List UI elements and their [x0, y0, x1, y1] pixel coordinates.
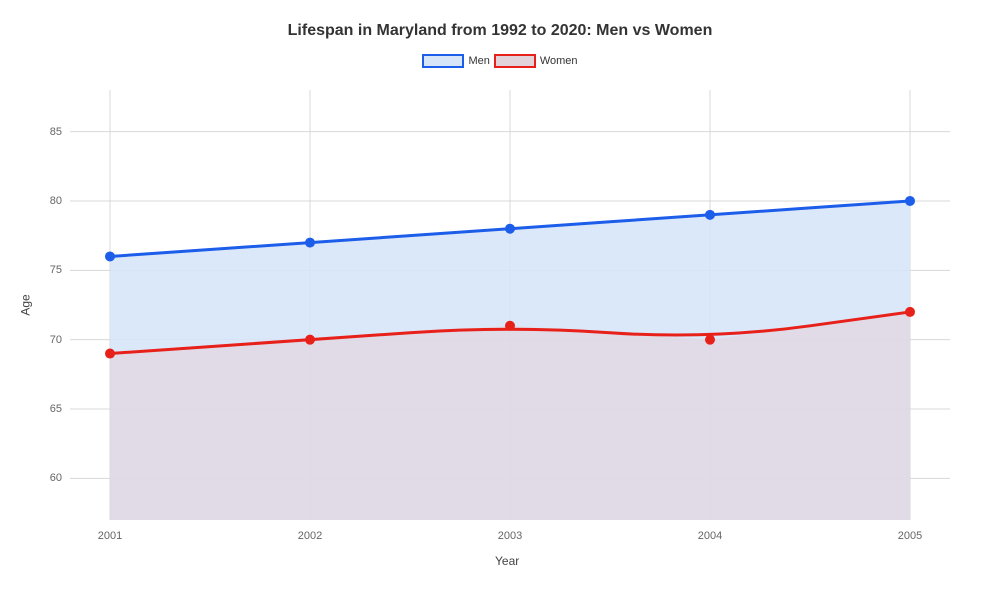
legend-swatch-men	[422, 54, 464, 68]
y-tick-label: 75	[42, 264, 62, 276]
x-tick-label: 2002	[298, 530, 322, 542]
y-tick-label: 85	[42, 126, 62, 138]
x-tick-label: 2001	[98, 530, 122, 542]
x-axis-label: Year	[495, 554, 519, 568]
legend: Men Women	[0, 54, 1000, 68]
y-tick-label: 60	[42, 472, 62, 484]
y-tick-label: 65	[42, 403, 62, 415]
x-tick-label: 2004	[698, 530, 722, 542]
legend-item-women: Women	[494, 54, 578, 68]
x-tick-label: 2003	[498, 530, 522, 542]
x-tick-label: 2005	[898, 530, 922, 542]
legend-swatch-women	[494, 54, 536, 68]
y-tick-label: 70	[42, 334, 62, 346]
legend-label-men: Men	[468, 55, 489, 67]
plot-area	[70, 90, 950, 520]
chart-title: Lifespan in Maryland from 1992 to 2020: …	[0, 0, 1000, 40]
legend-label-women: Women	[540, 55, 578, 67]
legend-item-men: Men	[422, 54, 489, 68]
y-axis-label: Age	[19, 294, 33, 315]
chart-svg	[70, 90, 950, 520]
y-tick-label: 80	[42, 195, 62, 207]
